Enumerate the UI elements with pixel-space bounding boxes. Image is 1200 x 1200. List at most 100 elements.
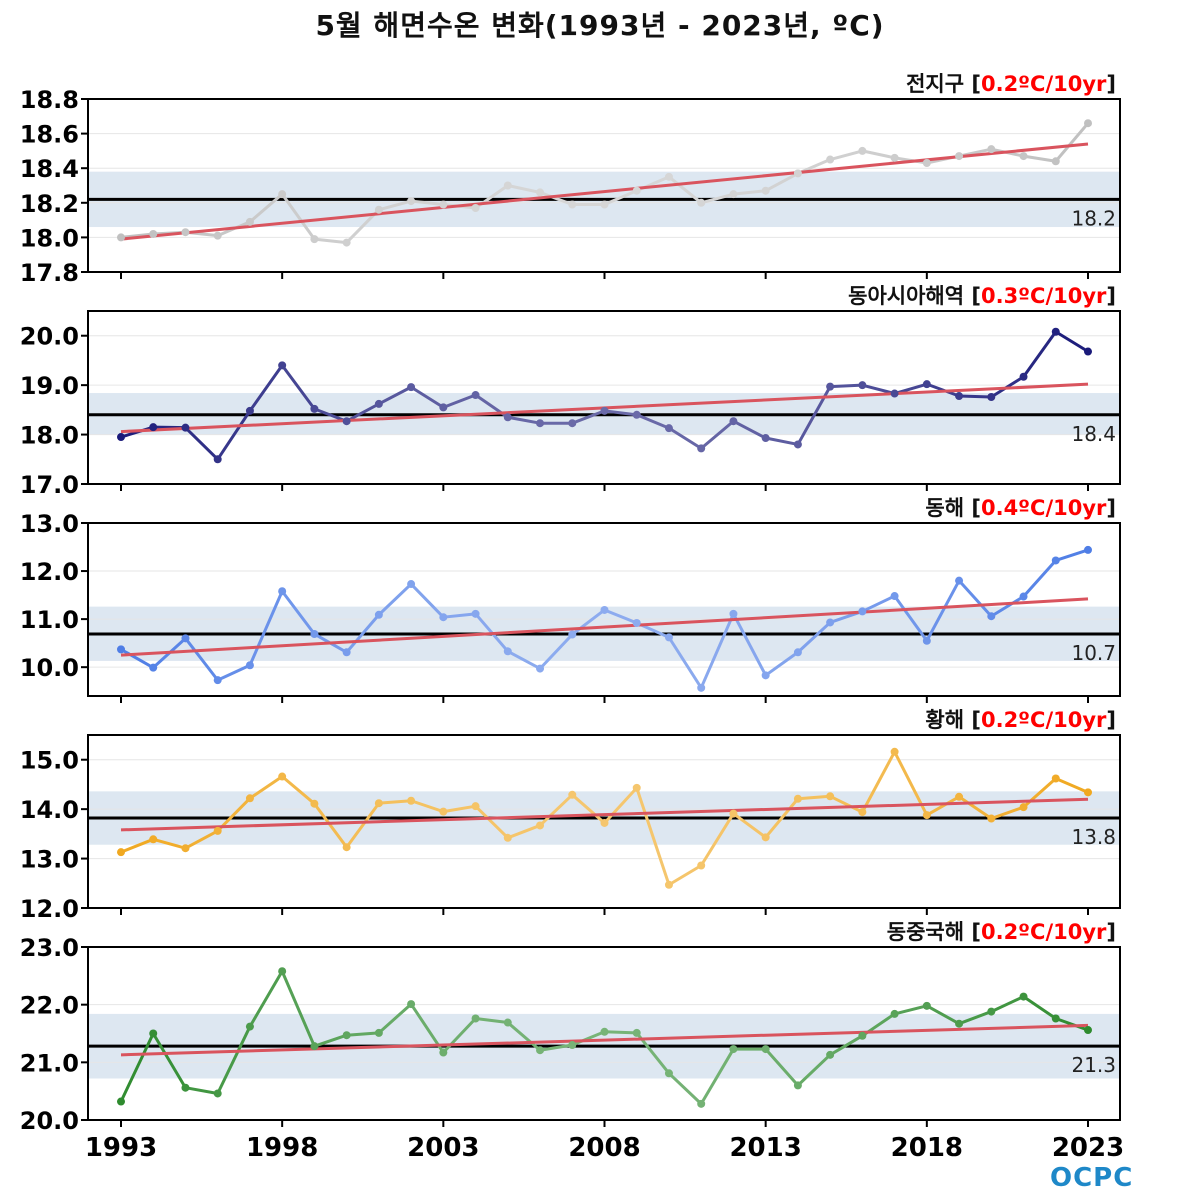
y-tick-label: 23.0 <box>20 934 79 962</box>
series-line-segment <box>957 795 993 821</box>
series-line-segment <box>989 595 1026 618</box>
series-line-segment <box>183 829 220 850</box>
series-line-segment <box>764 436 800 446</box>
data-point <box>1019 152 1028 161</box>
series-line-segment <box>409 385 445 409</box>
series-line-segment <box>570 608 606 636</box>
data-point <box>568 1041 577 1050</box>
data-point <box>858 607 867 616</box>
panel-label: 동중국해 [0.2ºC/10yr] <box>887 920 1116 944</box>
data-point <box>374 799 383 808</box>
series-line-segment <box>1022 154 1058 163</box>
series-line-segment <box>989 995 1026 1014</box>
series-line-segment <box>796 794 832 801</box>
y-tick-label: 15.0 <box>20 747 79 775</box>
series-line-segment <box>216 663 252 682</box>
y-tick-label: 18.4 <box>20 155 79 183</box>
data-point <box>600 1027 609 1036</box>
data-point <box>664 424 673 433</box>
data-point <box>1051 327 1060 336</box>
data-point <box>117 645 125 654</box>
series-line-segment <box>1022 995 1058 1021</box>
series-line-segment <box>764 171 800 193</box>
data-point <box>407 796 416 805</box>
series-line-segment <box>731 419 768 440</box>
data-point <box>793 1081 802 1090</box>
data-point <box>181 844 190 853</box>
data-point <box>955 576 964 585</box>
series-line-segment <box>1022 558 1058 599</box>
y-tick-label: 20.0 <box>20 1107 79 1135</box>
series-line-segment <box>731 812 768 839</box>
series-line-segment <box>183 426 220 461</box>
series-line-segment <box>506 823 542 840</box>
y-tick-label: 18.0 <box>20 422 79 450</box>
data-point <box>922 636 931 645</box>
data-point <box>471 609 480 618</box>
data-point <box>922 159 931 168</box>
data-point <box>439 613 448 622</box>
ocpc-logo: OCPC <box>1050 1163 1134 1193</box>
series-line-segment <box>248 589 284 667</box>
data-point <box>632 618 641 627</box>
y-tick-label: 13.0 <box>20 846 79 874</box>
series-line-segment <box>603 189 639 207</box>
data-point <box>890 389 899 398</box>
series-line-segment <box>667 175 703 205</box>
series-line-segment <box>828 149 864 162</box>
trend-rate-value: 0.2ºC/10yr <box>981 708 1107 732</box>
series-line-segment <box>860 594 897 613</box>
x-tick-label: 1993 <box>85 1133 157 1163</box>
data-point <box>987 145 996 154</box>
data-point <box>1084 788 1092 797</box>
data-point <box>697 861 706 870</box>
data-point <box>632 410 641 419</box>
data-point <box>858 381 867 390</box>
data-point <box>213 1089 222 1098</box>
y-tick-label: 18.8 <box>20 86 79 114</box>
region-name: 동해 <box>925 496 971 520</box>
series-line-segment <box>216 409 252 461</box>
region-name: 동아시아해역 <box>848 284 971 308</box>
series-line-segment <box>345 1031 381 1037</box>
y-tick-label: 11.0 <box>20 606 79 634</box>
series-line-segment <box>699 812 735 867</box>
bracket-close: ] <box>1106 496 1116 520</box>
data-point <box>697 198 706 207</box>
series-line-segment <box>796 1053 832 1087</box>
y-tick-label: 13.0 <box>20 510 79 538</box>
series-line-segment <box>538 793 574 827</box>
data-point <box>1019 803 1028 812</box>
data-point <box>439 1048 448 1057</box>
data-point <box>1019 372 1028 381</box>
data-point <box>471 203 480 212</box>
series-line-segment <box>667 1071 703 1106</box>
data-point <box>278 967 287 976</box>
series-line-segment <box>312 802 349 849</box>
series-line-segment <box>925 1004 961 1026</box>
series-line-segment <box>377 582 413 617</box>
series-line-segment <box>506 1021 542 1052</box>
data-point <box>826 382 835 391</box>
series-line-segment <box>248 969 284 1029</box>
data-point <box>503 833 512 842</box>
series-line-segment <box>699 419 735 450</box>
trend-rate-label: [0.2ºC/10yr] <box>971 708 1116 732</box>
data-point <box>439 807 448 816</box>
series-line-segment <box>248 363 284 413</box>
data-point <box>245 794 254 803</box>
y-tick-label: 18.6 <box>20 121 79 149</box>
series-line-segment <box>441 804 478 814</box>
series-line-segment <box>603 409 639 417</box>
data-point <box>1019 992 1028 1001</box>
y-tick-label: 21.0 <box>20 1049 79 1077</box>
series-line-segment <box>441 612 478 619</box>
x-tick-label: 1998 <box>246 1133 318 1163</box>
series-line-segment <box>893 1004 929 1016</box>
data-point <box>1084 119 1092 128</box>
series-line-segment <box>151 837 187 850</box>
data-point <box>149 1029 158 1038</box>
data-point <box>955 792 964 801</box>
data-point <box>503 181 512 190</box>
data-point <box>439 200 448 209</box>
